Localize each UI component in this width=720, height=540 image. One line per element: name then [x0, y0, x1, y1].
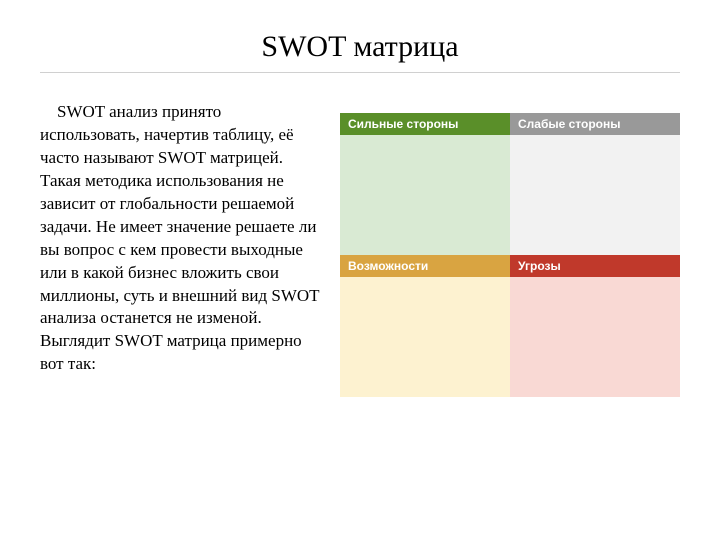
description-paragraph: SWOT анализ принято использовать, начерт…: [40, 101, 320, 376]
swot-header-opportunities: Возможности: [340, 255, 510, 277]
swot-body-threats: [510, 277, 680, 397]
swot-row-top: Сильные стороны Слабые стороны: [340, 113, 680, 255]
swot-cell-opportunities: Возможности: [340, 255, 510, 397]
swot-body-weaknesses: [510, 135, 680, 255]
title-underline: [40, 72, 680, 73]
swot-cell-threats: Угрозы: [510, 255, 680, 397]
content-row: SWOT анализ принято использовать, начерт…: [40, 101, 680, 397]
slide-container: SWOT матрица SWOT анализ принято использ…: [0, 0, 720, 540]
swot-row-bottom: Возможности Угрозы: [340, 255, 680, 397]
swot-header-strengths: Сильные стороны: [340, 113, 510, 135]
swot-cell-strengths: Сильные стороны: [340, 113, 510, 255]
swot-header-threats: Угрозы: [510, 255, 680, 277]
swot-body-strengths: [340, 135, 510, 255]
swot-cell-weaknesses: Слабые стороны: [510, 113, 680, 255]
swot-header-weaknesses: Слабые стороны: [510, 113, 680, 135]
slide-title: SWOT матрица: [40, 30, 680, 64]
swot-body-opportunities: [340, 277, 510, 397]
swot-matrix: Сильные стороны Слабые стороны Возможнос…: [340, 113, 680, 397]
